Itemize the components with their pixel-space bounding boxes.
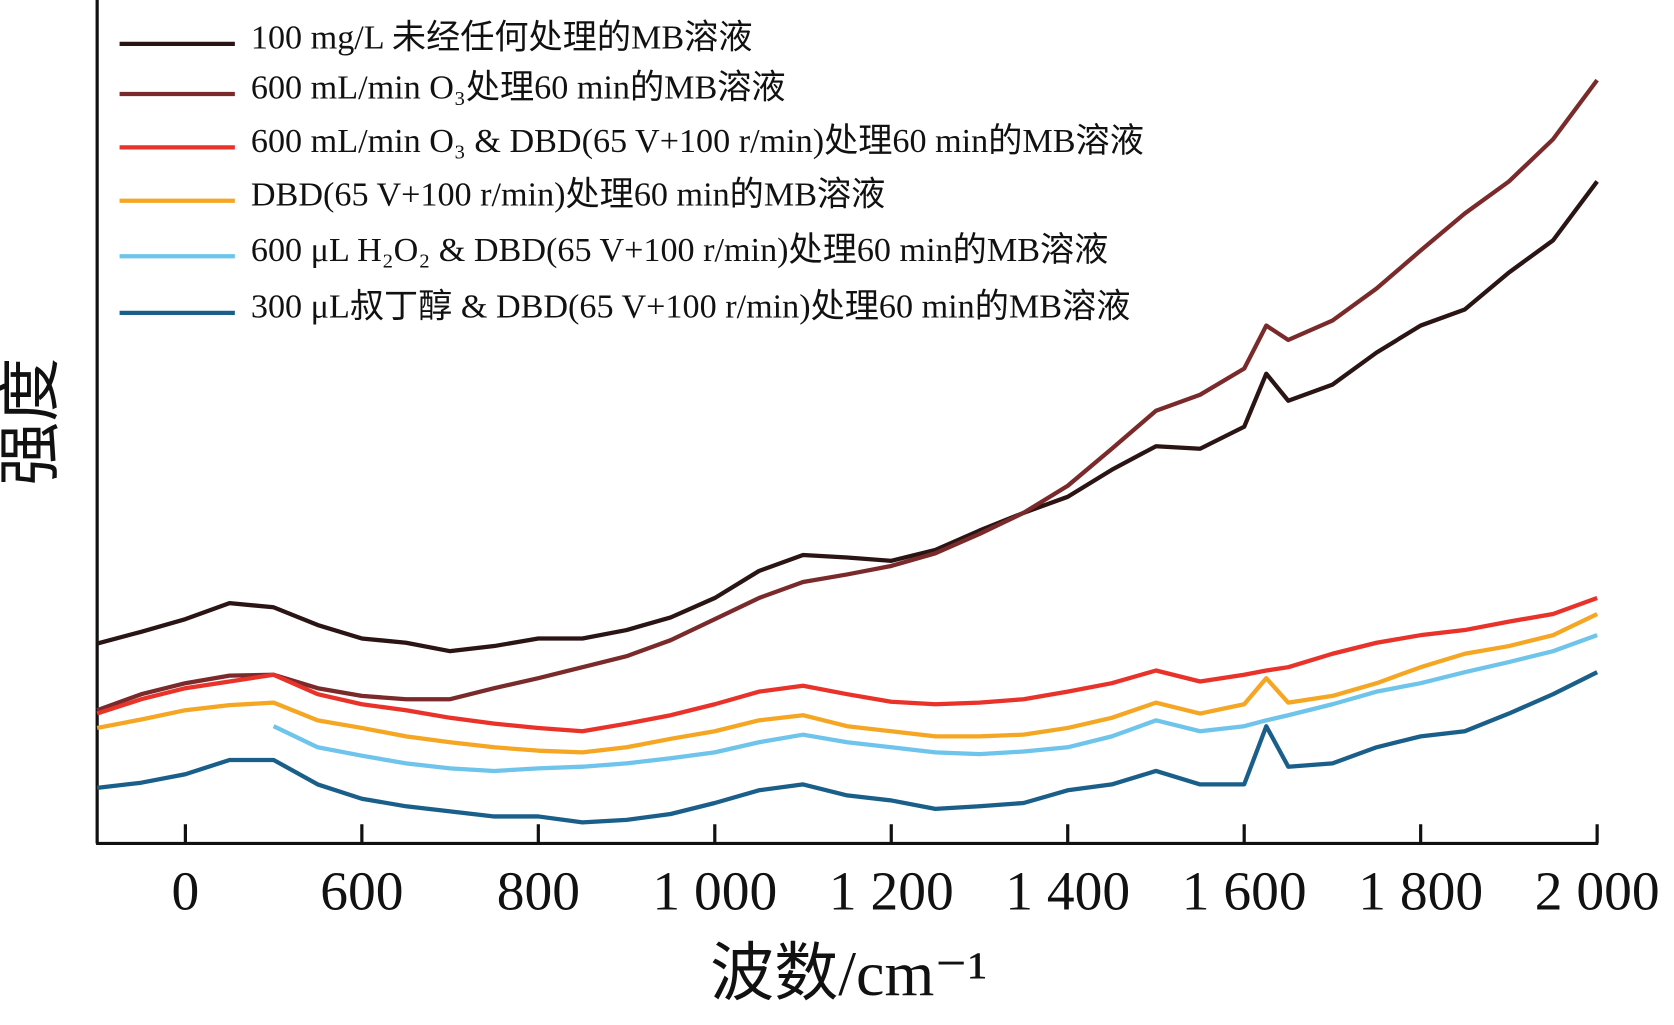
series-line: [96, 670, 1599, 825]
legend-label: 300 μL叔丁醇 & DBD(65 V+100 r/min)处理60 min的…: [251, 287, 1130, 325]
series-line: [96, 612, 1599, 755]
series-line: [96, 78, 1599, 713]
legend-label: 600 μL H₂O₂ & DBD(65 V+100 r/min)处理60 mi…: [251, 231, 1108, 269]
x-tick-label: 800: [497, 862, 580, 923]
legend-label: DBD(65 V+100 r/min)处理60 min的MB溶液: [251, 175, 885, 213]
legend-label: 600 mL/min O₃ & DBD(65 V+100 r/min)处理60 …: [251, 122, 1144, 160]
series-line: [96, 596, 1598, 734]
x-axis-label: 波数/cm⁻¹: [710, 938, 987, 1009]
x-tick-label: 0: [172, 862, 200, 923]
y-axis-label: 强度: [0, 358, 66, 486]
legend-label: 100 mg/L 未经任何处理的MB溶液: [251, 18, 753, 56]
x-tick-label: 1 400: [1005, 862, 1130, 923]
series-line: [272, 633, 1598, 774]
series-line: [96, 180, 1599, 654]
x-tick-label: 1 000: [652, 862, 777, 923]
x-tick-label: 600: [320, 862, 403, 923]
x-tick-label: 1 800: [1358, 862, 1483, 923]
x-tick-label: 1 600: [1182, 862, 1307, 923]
x-tick-label: 1 200: [829, 862, 954, 923]
x-tick-label: 2 000: [1535, 862, 1660, 923]
legend-label: 600 mL/min O₃处理60 min的MB溶液: [251, 69, 786, 107]
